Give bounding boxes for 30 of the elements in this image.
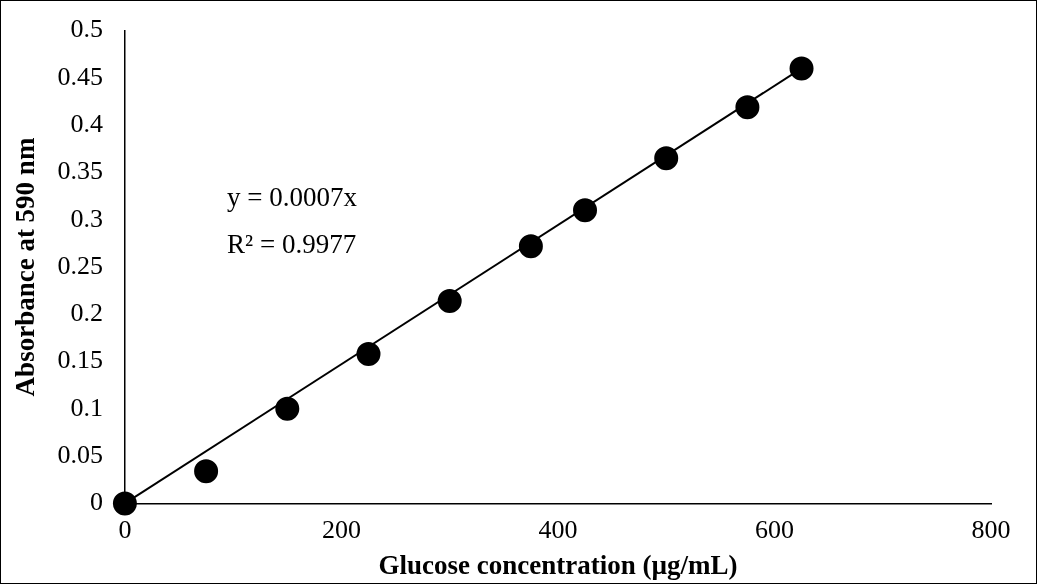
y-tick-label: 0.35 (57, 156, 103, 186)
point (789, 56, 814, 81)
x-axis-title: Glucose concentration (µg/mL) (378, 549, 738, 580)
y-tick-label: 0.3 (70, 203, 103, 233)
point (518, 234, 543, 259)
point (573, 198, 598, 223)
point (356, 342, 381, 366)
point (194, 459, 219, 484)
y-tick-label: 0.15 (57, 345, 103, 375)
annotation: R² = 0.9977 (227, 228, 357, 259)
y-tick-label: 0.05 (57, 439, 103, 469)
point (437, 289, 462, 314)
point (275, 396, 300, 421)
y-tick-label: 0.4 (70, 108, 103, 138)
x-tick-label: 600 (754, 514, 794, 544)
y-tick-label: 0.5 (70, 14, 103, 44)
y-tick-label: 0.45 (57, 61, 103, 91)
x-tick-label: 400 (538, 514, 578, 544)
point (654, 146, 679, 171)
annotation: y = 0.0007x (227, 181, 358, 212)
point (735, 95, 760, 120)
y-tick-label: 0 (89, 487, 103, 517)
point (112, 491, 137, 516)
x-tick-label: 0 (118, 514, 132, 544)
y-tick-label: 0.1 (70, 392, 103, 422)
y-tick-label: 0.2 (70, 298, 103, 328)
x-tick-label: 800 (971, 514, 1011, 544)
y-axis-title: Absorbance at 590 nm (10, 137, 41, 397)
y-tick-label: 0.25 (57, 250, 103, 280)
x-tick-label: 200 (321, 514, 361, 544)
